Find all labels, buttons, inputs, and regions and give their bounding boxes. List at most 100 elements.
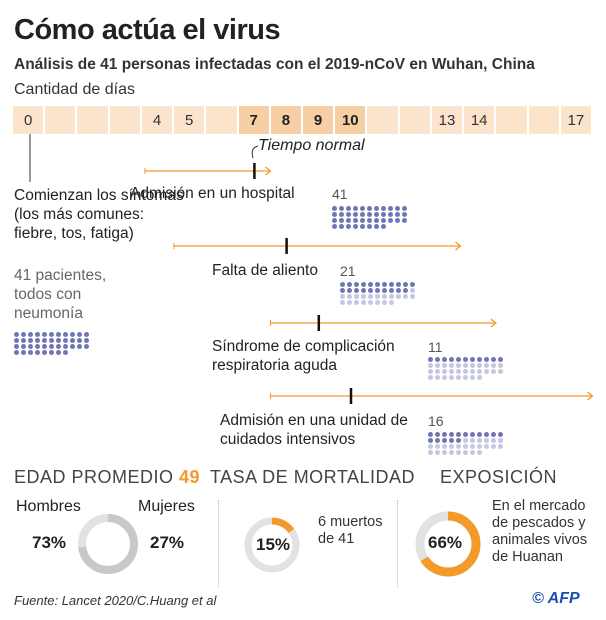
men-label: Hombres bbox=[16, 498, 81, 515]
patient-dot bbox=[410, 282, 415, 287]
patient-dot bbox=[388, 212, 393, 217]
patient-dot bbox=[463, 357, 468, 362]
patient-dot bbox=[442, 363, 447, 368]
patient-dot bbox=[35, 350, 40, 355]
patient-dot bbox=[389, 294, 394, 299]
women-label: Mujeres bbox=[138, 498, 195, 515]
patient-dot bbox=[435, 363, 440, 368]
patient-dot bbox=[484, 432, 489, 437]
exposure-section-title: EXPOSICIÓN bbox=[440, 467, 558, 487]
day-cell: 17 bbox=[560, 106, 591, 134]
patient-dot bbox=[354, 300, 359, 305]
patient-dot bbox=[367, 218, 372, 223]
patient-dot bbox=[28, 350, 33, 355]
patient-dot bbox=[353, 218, 358, 223]
patient-dot bbox=[435, 369, 440, 374]
onset-label: Comienzan los síntomas (los más comunes:… bbox=[14, 187, 184, 242]
patient-dot bbox=[498, 363, 503, 368]
dot-grid-ards bbox=[428, 357, 504, 380]
patient-dot bbox=[56, 332, 61, 337]
patient-dot bbox=[435, 432, 440, 437]
patient-dot bbox=[498, 444, 503, 449]
patient-dot bbox=[381, 218, 386, 223]
patient-dot bbox=[382, 294, 387, 299]
patient-dot bbox=[477, 444, 482, 449]
mortality-section-title: TASA DE MORTALIDAD bbox=[210, 467, 416, 487]
patient-dot bbox=[70, 332, 75, 337]
patient-dot bbox=[498, 357, 503, 362]
patient-dot bbox=[374, 206, 379, 211]
patient-dot bbox=[428, 444, 433, 449]
subtitle: Análisis de 41 personas infectadas con e… bbox=[14, 56, 535, 73]
patient-dot bbox=[428, 369, 433, 374]
patient-dot bbox=[428, 375, 433, 380]
patient-dot bbox=[382, 282, 387, 287]
range-arrow bbox=[490, 318, 497, 328]
men-arc bbox=[78, 514, 138, 574]
patient-dot bbox=[347, 300, 352, 305]
patient-dot bbox=[14, 338, 19, 343]
patient-dot bbox=[449, 369, 454, 374]
patient-dot bbox=[381, 206, 386, 211]
patient-dot bbox=[354, 288, 359, 293]
patient-dot bbox=[442, 369, 447, 374]
patient-dot bbox=[470, 375, 475, 380]
patient-dot bbox=[347, 288, 352, 293]
patient-dot bbox=[42, 350, 47, 355]
patient-dot bbox=[435, 375, 440, 380]
patient-dot bbox=[442, 357, 447, 362]
patient-dot bbox=[456, 375, 461, 380]
mortality-note: 6 muertos de 41 bbox=[318, 514, 383, 547]
patient-dot bbox=[28, 338, 33, 343]
women-pct: 27% bbox=[150, 533, 185, 552]
patient-dot bbox=[339, 224, 344, 229]
day-cell bbox=[367, 106, 398, 134]
dot-grid-icu bbox=[428, 432, 504, 455]
patient-dot bbox=[84, 332, 89, 337]
patient-dot bbox=[332, 212, 337, 217]
patient-dot bbox=[389, 288, 394, 293]
patient-dot bbox=[84, 338, 89, 343]
patient-dot bbox=[470, 363, 475, 368]
patient-dot bbox=[14, 350, 19, 355]
patient-dot bbox=[428, 438, 433, 443]
day-cell bbox=[399, 106, 430, 134]
patient-dot bbox=[367, 212, 372, 217]
patient-dot bbox=[477, 375, 482, 380]
patient-dot bbox=[484, 438, 489, 443]
patient-dot bbox=[428, 363, 433, 368]
patient-dot bbox=[470, 444, 475, 449]
patient-dot bbox=[477, 432, 482, 437]
patient-dot bbox=[449, 450, 454, 455]
patient-dot bbox=[456, 450, 461, 455]
day-cell bbox=[77, 106, 108, 134]
day-cell: 13 bbox=[431, 106, 463, 134]
patient-dot bbox=[428, 450, 433, 455]
patient-dot bbox=[410, 288, 415, 293]
range-arrow bbox=[455, 241, 462, 251]
patient-dot bbox=[477, 369, 482, 374]
exposure-donut bbox=[415, 511, 481, 577]
patient-dot bbox=[491, 363, 496, 368]
patient-dot bbox=[28, 344, 33, 349]
day-strip: 0 4 5 7 8 9 10 13 14 17 bbox=[13, 106, 593, 134]
event-label: Falta de aliento bbox=[212, 262, 318, 279]
patient-dot bbox=[368, 300, 373, 305]
patient-dot bbox=[463, 450, 468, 455]
patient-dot bbox=[49, 344, 54, 349]
patient-dot bbox=[77, 338, 82, 343]
patient-dot bbox=[428, 357, 433, 362]
patient-dot bbox=[346, 212, 351, 217]
patient-dot bbox=[403, 294, 408, 299]
patient-dot bbox=[491, 438, 496, 443]
mortality-donut bbox=[244, 517, 300, 573]
patient-dot bbox=[70, 344, 75, 349]
event-label: Síndrome de complicación respiratoria ag… bbox=[212, 338, 395, 374]
patient-dot bbox=[360, 212, 365, 217]
patient-dot bbox=[77, 344, 82, 349]
patient-dot bbox=[56, 338, 61, 343]
page-title: Cómo actúa el virus bbox=[14, 14, 281, 46]
patient-dot bbox=[470, 432, 475, 437]
patient-dot bbox=[14, 332, 19, 337]
patient-dot bbox=[339, 212, 344, 217]
